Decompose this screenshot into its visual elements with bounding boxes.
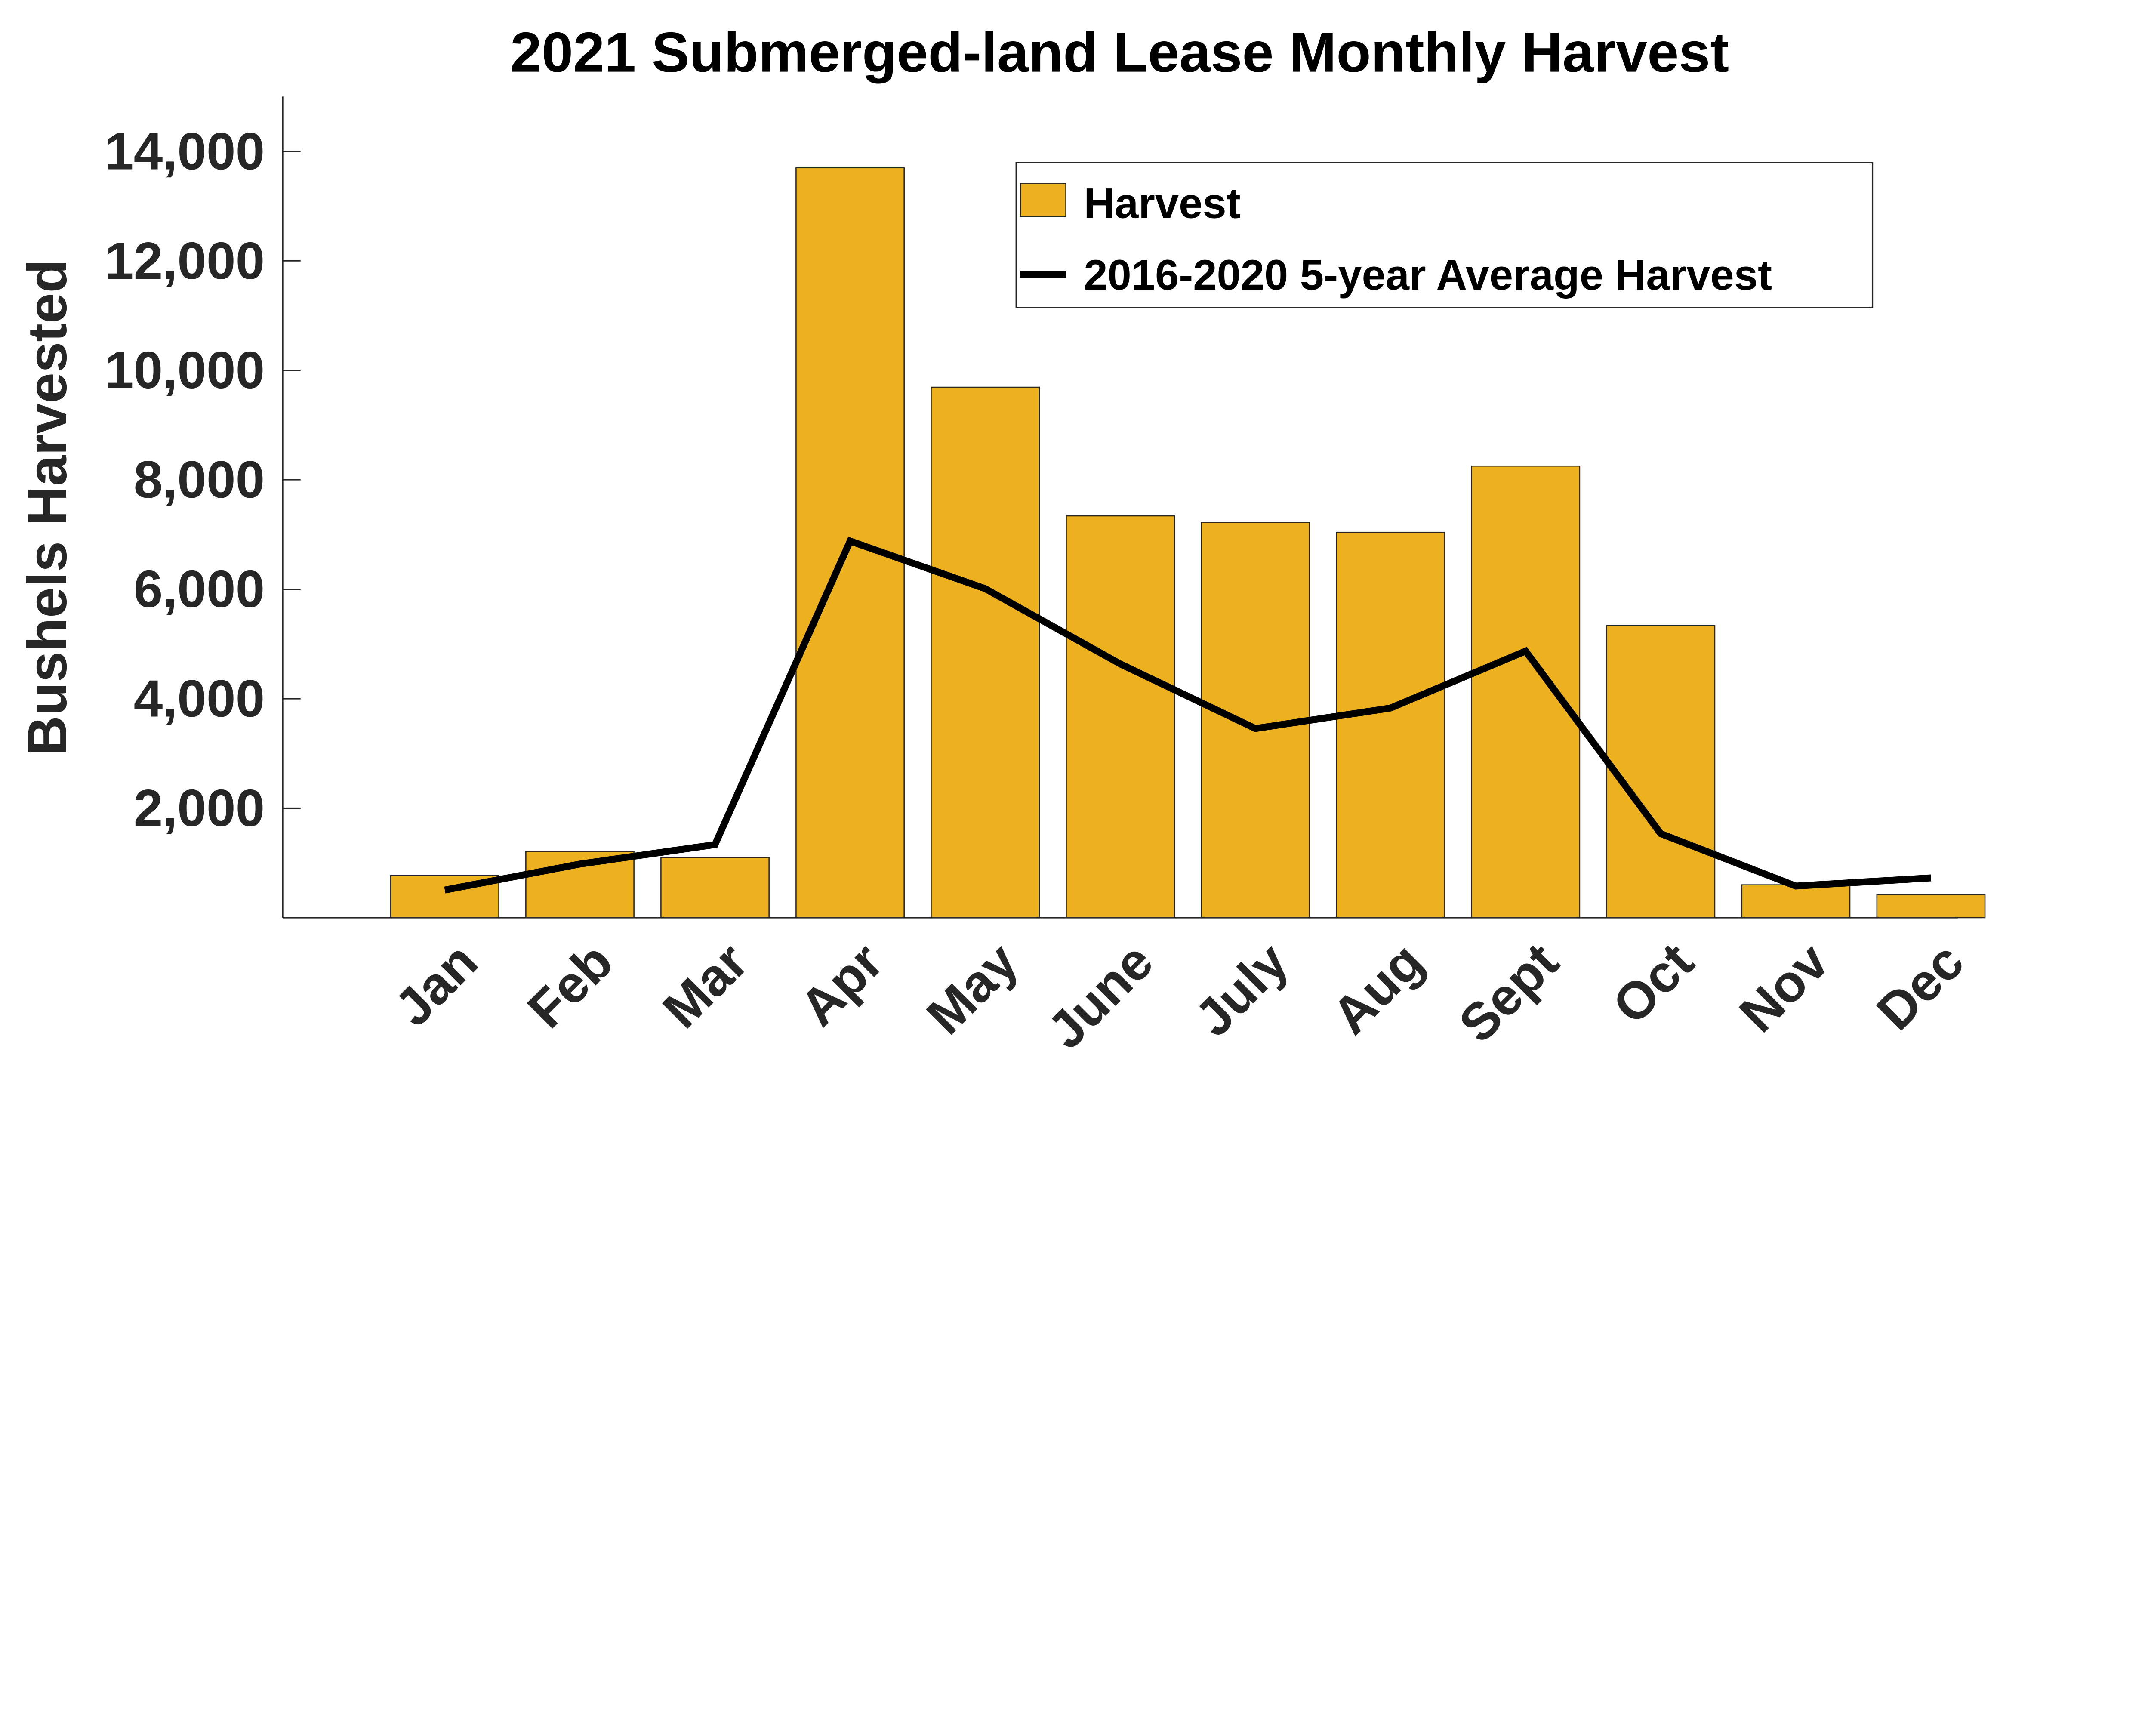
bar-mar [660, 857, 770, 919]
bar-aug [1336, 531, 1445, 919]
bar-may [931, 386, 1040, 919]
chart: 2021 Submerged-land Lease Monthly Harves… [17, 21, 1986, 1060]
x-tick-label: Jan [383, 932, 489, 1037]
legend: Harvest 2016-2020 5-year Average Harvest [1015, 162, 1874, 308]
x-tick-label: July [1183, 932, 1299, 1048]
x-tick-label: Dec [1865, 932, 1975, 1041]
y-tick-label: 10,000 [105, 341, 265, 399]
legend-box [1015, 162, 1874, 308]
legend-swatch-harvest [1020, 182, 1066, 217]
y-tick-label: 2,000 [134, 779, 265, 837]
bar-sept [1471, 465, 1581, 919]
x-tick-label: May [915, 932, 1029, 1045]
y-tick-label: 12,000 [105, 231, 265, 290]
y-tick-label: 14,000 [105, 122, 265, 180]
bar-nov [1741, 884, 1851, 919]
y-tick-label: 8,000 [134, 450, 265, 509]
bar-dec [1876, 894, 1986, 919]
y-tick-label: 6,000 [134, 560, 265, 618]
y-tick-label: 4,000 [134, 669, 265, 728]
chart-title: 2021 Submerged-land Lease Monthly Harves… [510, 21, 1729, 84]
y-axis-label: Bushels Harvested [17, 259, 78, 755]
legend-label-harvest: Harvest [1084, 179, 1240, 227]
bar-june [1066, 515, 1175, 919]
x-tick-label: Aug [1321, 932, 1434, 1045]
x-tick-label: Mar [651, 932, 758, 1039]
x-tick-label: Nov [1728, 932, 1840, 1043]
bar-oct [1606, 625, 1716, 919]
x-tick-label: Sept [1448, 932, 1569, 1054]
x-tick-label: Feb [516, 932, 623, 1039]
x-tick-label: Oct [1601, 932, 1704, 1035]
legend-label-average: 2016-2020 5-year Average Harvest [1084, 251, 1772, 299]
average-harvest-line [444, 537, 1931, 894]
x-tick-label: Apr [789, 932, 894, 1037]
x-tick-label: June [1036, 932, 1164, 1060]
